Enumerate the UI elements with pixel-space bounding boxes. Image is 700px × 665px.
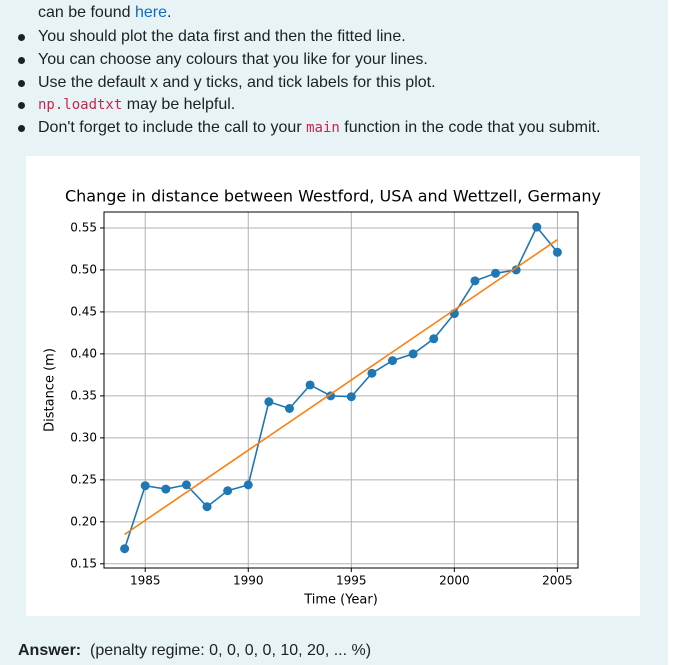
intro-text: can be found [38,4,135,21]
chart-image: Change in distance between Westford, USA… [26,156,640,616]
bullet-dot [18,80,25,87]
bullet-dot [18,34,25,41]
data-point [264,397,274,407]
data-point [429,334,439,344]
data-point [552,247,562,257]
intro-text: . [167,4,172,21]
data-point [120,544,130,554]
chart: Change in distance between Westford, USA… [43,187,602,608]
data-point [202,502,212,512]
intro: can be found here. [38,4,171,22]
data-point [408,349,418,359]
bullet-text: Don't forget to include the call to your [38,119,307,136]
data-point [326,391,336,401]
question-panel: can be found here. You should plot the d… [0,0,668,665]
y-tick-label: 0.30 [70,430,97,444]
bullet: You should plot the data first and then … [38,28,406,45]
y-tick-label: 0.55 [70,220,97,234]
x-axis-label: Time (Year) [303,593,378,608]
x-tick-label: 1985 [130,574,161,588]
link[interactable]: here [134,4,167,21]
y-tick-label: 0.35 [70,388,97,402]
x-tick-label: 1995 [336,574,367,588]
y-tick-label: 0.50 [70,262,97,276]
answer: Answer: (penalty regime: 0, 0, 0, 0, 10,… [18,642,371,660]
bullet-dot [18,125,25,132]
bullet: np.loadtxt may be helpful. [38,96,235,114]
data-point [511,265,521,275]
data-point [367,368,377,378]
data-point [243,480,253,490]
x-tick-label: 2000 [439,574,470,588]
y-tick-label: 0.45 [70,304,97,318]
bullet: Don't forget to include the call to your… [38,119,600,137]
bullet-text: may be helpful. [122,96,236,113]
y-tick-label: 0.15 [70,556,97,570]
data-point [181,480,191,490]
x-tick-label: 1990 [233,574,264,588]
y-tick-label: 0.40 [70,346,97,360]
plot-frame [103,211,579,569]
data-point [140,481,150,491]
answer-label: Answer: [18,642,82,659]
bullet-dot [18,57,25,64]
bullet-text: function in the code that you submit. [339,119,601,136]
code: main [306,120,340,136]
data-point [532,222,542,232]
y-axis-label: Distance (m) [43,348,58,432]
data-point [223,486,233,496]
bullet-dot [18,102,25,109]
data-point [470,276,480,286]
data-line [123,225,559,549]
x-tick-label: 2005 [542,574,573,588]
code: np.loadtxt [38,97,123,113]
bullet: You can choose any colours that you like… [38,51,428,68]
data-point [284,403,294,413]
data-point [491,268,501,278]
data-point [305,380,315,390]
bullet: Use the default x and y ticks, and tick … [38,74,436,91]
y-tick-label: 0.25 [70,472,97,486]
data-line [124,239,558,536]
data-point [388,356,398,366]
answer-text: (penalty regime: 0, 0, 0, 0, 10, 20, ...… [90,642,372,659]
data-point [161,484,171,494]
y-tick-label: 0.20 [70,514,97,528]
data-point [346,392,356,402]
chart-title: Change in distance between Westford, USA… [65,187,601,206]
